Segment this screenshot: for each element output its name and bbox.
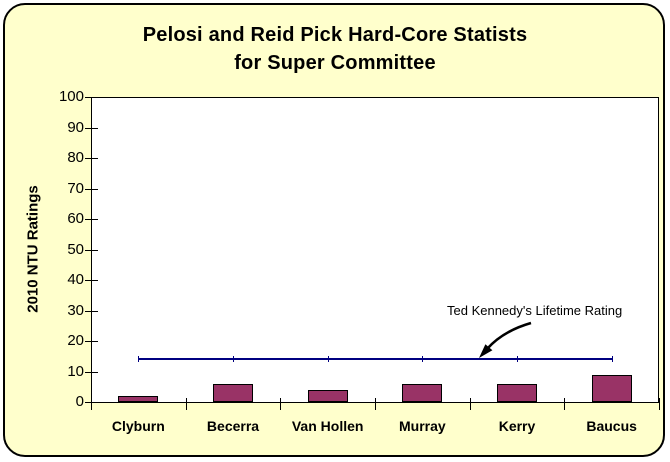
y-axis-tick-label: 40: [67, 271, 84, 288]
reference-line-marker: [517, 356, 518, 363]
bar-murray: [402, 383, 443, 402]
reference-line-marker: [327, 356, 329, 363]
y-axis-tick-label: 10: [67, 362, 84, 380]
y-axis-tick: [85, 97, 98, 98]
x-axis-tick: [91, 398, 92, 410]
x-axis-category-label: Kerry: [498, 418, 536, 434]
x-axis-tick: [659, 398, 660, 410]
y-axis-tick: [85, 158, 98, 159]
bar-clyburn: [118, 395, 159, 402]
y-axis-tick-label: 20: [67, 332, 84, 349]
x-axis-tick: [280, 398, 282, 410]
y-axis-tick-label: 50: [67, 240, 84, 258]
bar-becerra: [213, 383, 253, 402]
x-axis-tick: [375, 398, 376, 410]
y-axis-tick: [85, 371, 98, 373]
y-axis-tick-label: 30: [67, 301, 84, 319]
x-axis-category-label: Baucus: [586, 418, 637, 434]
plot-area: [91, 97, 659, 403]
y-axis-tick: [85, 219, 98, 220]
x-axis-category-label: Murray: [398, 418, 446, 434]
y-axis-tick: [85, 249, 98, 251]
y-axis-tick: [85, 341, 98, 342]
reference-line-marker: [138, 356, 140, 363]
bar-van-hollen: [307, 389, 348, 402]
y-axis-tick-label: 90: [67, 118, 84, 136]
reference-line-marker: [422, 356, 424, 363]
y-axis-tick-label: 0: [75, 393, 84, 410]
y-axis-tick: [85, 127, 98, 129]
y-axis-tick: [85, 310, 98, 312]
x-axis-category-label: Becerra: [206, 418, 260, 434]
chart-title-line-2: for Super Committee: [234, 52, 436, 74]
x-axis-tick: [564, 398, 566, 410]
y-axis-tick-label: 60: [67, 210, 84, 227]
reference-line-marker: [611, 356, 613, 363]
x-axis-tick: [185, 398, 187, 410]
reference-line: [138, 358, 612, 361]
bar-baucus: [591, 374, 632, 402]
reference-line-marker: [233, 356, 234, 363]
y-axis-title: 2010 NTU Ratings: [24, 185, 42, 313]
x-axis-category-label: Van Hollen: [291, 418, 364, 434]
chart-title-line-1: Pelosi and Reid Pick Hard-Core Statists: [142, 24, 528, 46]
y-axis-tick: [85, 188, 98, 190]
y-axis-tick-label: 70: [67, 179, 84, 197]
y-axis-tick: [85, 280, 98, 281]
y-axis-tick-label: 80: [67, 149, 84, 166]
x-axis-category-label: Clyburn: [111, 418, 165, 434]
x-axis-tick: [469, 398, 471, 410]
y-axis-tick-label: 100: [58, 88, 84, 105]
bar-kerry: [497, 383, 537, 402]
reference-line-label: Ted Kennedy's Lifetime Rating: [447, 303, 623, 318]
chart-title: Pelosi and Reid Pick Hard-Core Statists …: [0, 21, 670, 77]
